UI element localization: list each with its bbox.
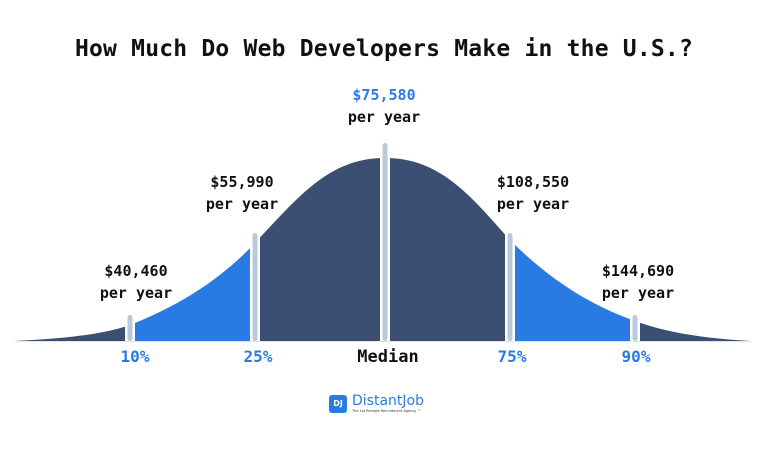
- label-unit: per year: [205, 195, 279, 213]
- label-25: $55,990 per year: [206, 171, 278, 215]
- pin-median: [382, 143, 388, 341]
- label-10: $40,460 per year: [100, 260, 172, 304]
- pin-10: [127, 315, 133, 341]
- label-median: $75,580 per year: [348, 84, 420, 128]
- label-75: $108,550 per year: [497, 171, 569, 215]
- tick-10: 10%: [120, 347, 150, 366]
- label-90: $144,690 per year: [602, 260, 674, 304]
- label-amount: $75,580: [352, 86, 416, 104]
- tick-median: Median: [357, 347, 419, 367]
- tick-25: 25%: [243, 347, 273, 366]
- pin-90: [632, 315, 638, 341]
- distantjob-logo: DJ DistantJob The 1st Remote Recruitment…: [329, 394, 424, 414]
- chart-title: How Much Do Web Developers Make in the U…: [74, 36, 694, 62]
- pin-25: [252, 233, 258, 341]
- label-amount: $40,460: [104, 262, 168, 280]
- label-amount: $108,550: [496, 173, 570, 191]
- tick-75: 75%: [497, 347, 527, 366]
- logo-name: DistantJob: [352, 393, 424, 409]
- logo-tagline: The 1st Remote Recruitment Agency ™: [352, 409, 421, 413]
- label-unit: per year: [99, 284, 173, 302]
- logo-mark-icon: DJ: [329, 394, 347, 413]
- segment-tail-right: [635, 158, 750, 341]
- label-unit: per year: [347, 108, 421, 126]
- label-amount: $55,990: [210, 173, 274, 191]
- tick-90: 90%: [621, 347, 651, 366]
- segment-tail-left: [15, 158, 130, 341]
- label-unit: per year: [601, 284, 675, 302]
- pin-75: [507, 233, 513, 341]
- label-amount: $144,690: [601, 262, 675, 280]
- label-unit: per year: [496, 195, 570, 213]
